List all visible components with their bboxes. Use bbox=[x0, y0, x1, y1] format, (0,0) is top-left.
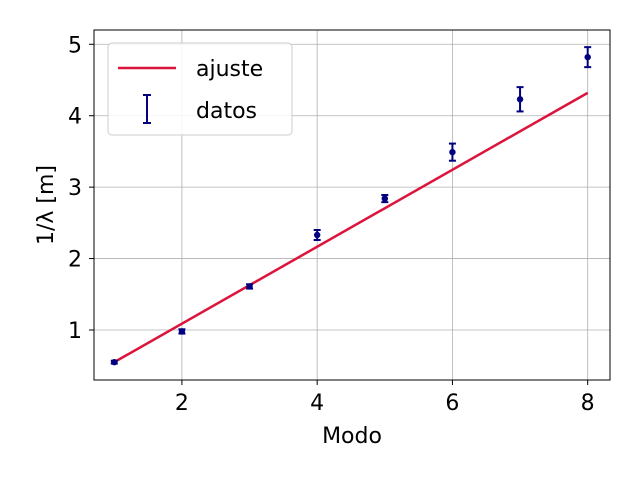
y-tick-label: 5 bbox=[68, 33, 82, 58]
x-axis-label: Modo bbox=[322, 424, 382, 449]
y-tick-label: 1 bbox=[68, 319, 82, 344]
axes-frame bbox=[93, 29, 611, 381]
data-point bbox=[246, 283, 253, 290]
data-point bbox=[313, 231, 321, 239]
y-axis-label: 1/λ [m] bbox=[34, 165, 59, 245]
data-point bbox=[381, 195, 388, 202]
legend-label-ajuste: ajuste bbox=[196, 57, 263, 82]
legend: ajuste datos bbox=[107, 42, 293, 136]
legend-box bbox=[107, 42, 293, 136]
y-tick-label: 3 bbox=[68, 176, 82, 201]
data-point bbox=[178, 328, 186, 335]
fit-line bbox=[113, 91, 589, 364]
data-point bbox=[449, 148, 456, 156]
plot-area bbox=[110, 46, 592, 366]
data-point bbox=[584, 53, 591, 61]
data-point bbox=[516, 96, 524, 103]
x-tick-label: 8 bbox=[581, 391, 595, 416]
legend-label-datos: datos bbox=[196, 99, 257, 124]
x-tick-label: 6 bbox=[445, 391, 459, 416]
y-tick-label: 2 bbox=[68, 248, 82, 273]
y-tick-label: 4 bbox=[68, 105, 82, 130]
ticks: 2 4 6 8 1 2 3 4 5 bbox=[68, 33, 595, 416]
data-point bbox=[111, 358, 118, 366]
x-tick-label: 4 bbox=[310, 391, 324, 416]
x-tick-label: 2 bbox=[175, 391, 189, 416]
